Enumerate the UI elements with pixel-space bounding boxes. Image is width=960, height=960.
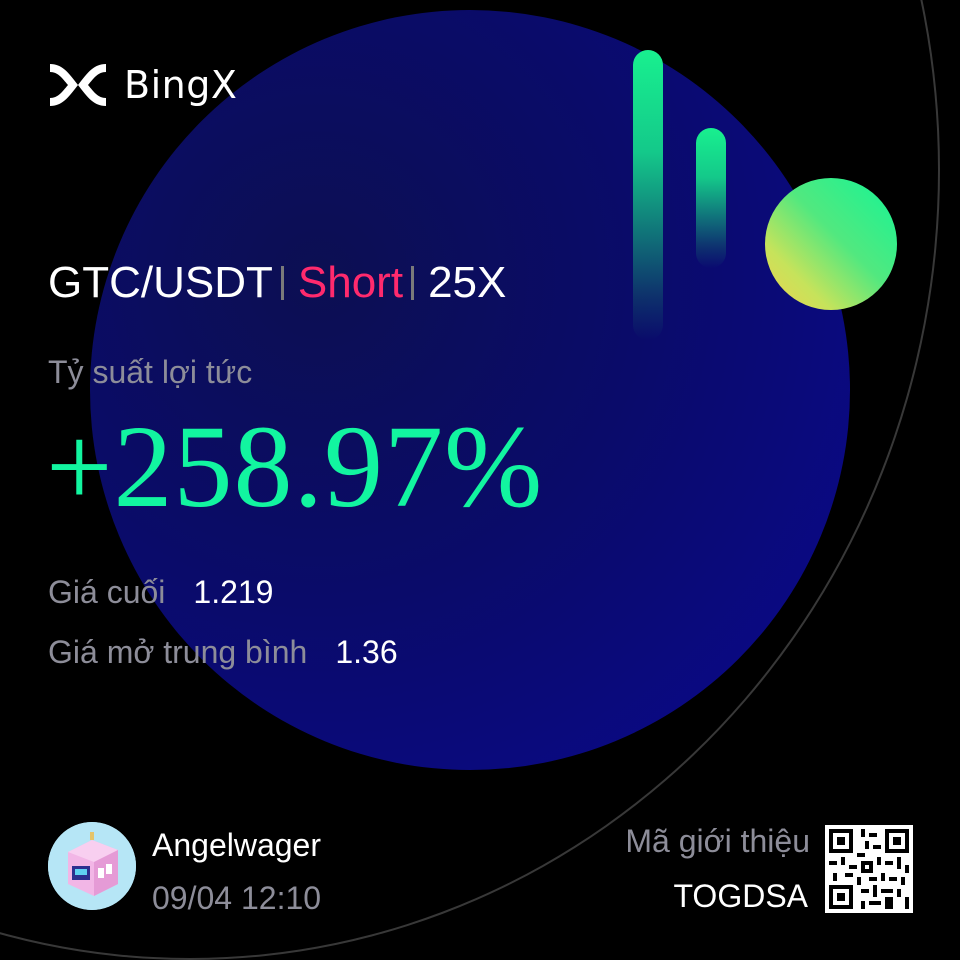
- decor-orb: [765, 178, 897, 310]
- last-price-value: 1.219: [193, 574, 274, 610]
- separator: [411, 266, 415, 300]
- avg-open-price-row: Giá mở trung bình 1.36: [48, 634, 398, 671]
- separator: [280, 266, 284, 300]
- trading-pair: GTC/USDT: [48, 258, 273, 307]
- leverage: 25X: [428, 258, 507, 307]
- pixel-cube-avatar-icon: [48, 822, 136, 910]
- avg-open-price-value: 1.36: [335, 634, 398, 670]
- decor-bar-short: [696, 128, 726, 268]
- qr-code-icon: [825, 825, 913, 913]
- position-side: Short: [297, 258, 404, 307]
- avg-open-price-label: Giá mở trung bình: [48, 634, 308, 670]
- decor-bar-tall: [633, 50, 663, 340]
- roi-label: Tỷ suất lợi tức: [48, 354, 253, 390]
- roi-value: +258.97%: [46, 401, 544, 532]
- avatar: [48, 822, 136, 910]
- referral-label: Mã giới thiệu: [625, 823, 810, 859]
- username: Angelwager: [152, 827, 321, 863]
- brand-logo: BingX: [48, 58, 237, 112]
- last-price-row: Giá cuối 1.219: [48, 574, 273, 611]
- timestamp: 09/04 12:10: [152, 880, 322, 916]
- referral-code: TOGDSA: [673, 878, 808, 914]
- bingx-x-logo-icon: [50, 64, 106, 106]
- position-header: GTC/USDT Short 25X: [48, 255, 506, 311]
- last-price-label: Giá cuối: [48, 574, 166, 610]
- brand-name: BingX: [124, 63, 238, 107]
